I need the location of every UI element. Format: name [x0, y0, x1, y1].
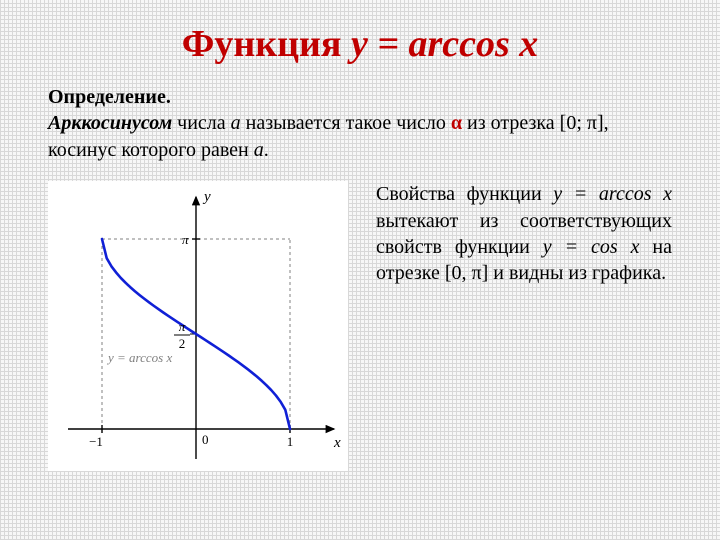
props-t1: Свойства функции — [376, 183, 553, 205]
def-t3: из отрезка [0; — [462, 112, 587, 134]
props-t4: ] и видны из графика. — [482, 262, 666, 284]
svg-text:π: π — [182, 232, 189, 247]
content-row: y x 0 −1 1 π π 2 y = arccos x Свойства функции y… — [0, 163, 720, 471]
chart-svg: y x 0 −1 1 π π 2 y = arccos x — [48, 181, 348, 471]
arccos-chart: y x 0 −1 1 π π 2 y = arccos x — [48, 181, 348, 471]
properties-text: Свойства функции y = arccos x вытекают и… — [376, 181, 672, 471]
def-a2: a — [254, 139, 264, 161]
svg-text:1: 1 — [287, 434, 294, 449]
svg-text:x: x — [333, 435, 341, 451]
svg-text:2: 2 — [179, 336, 186, 351]
svg-text:y = arccos x: y = arccos x — [106, 350, 172, 365]
svg-text:−1: −1 — [89, 434, 103, 449]
def-t4: ], — [597, 112, 609, 134]
def-t6: . — [264, 139, 269, 161]
page-title: Функция y = arccos x — [0, 0, 720, 66]
props-pi: π — [472, 262, 482, 284]
def-arccos-word: Арккосинусом — [48, 112, 172, 134]
props-f2: y = cos x — [543, 236, 640, 258]
def-t5: косинус которого равен — [48, 139, 254, 161]
def-t1: числа — [172, 112, 231, 134]
svg-text:y: y — [202, 189, 211, 205]
svg-text:0: 0 — [202, 432, 209, 447]
def-t2: называется такое число — [241, 112, 451, 134]
title-formula: y = arccos x — [351, 23, 538, 65]
def-pi: π — [587, 112, 597, 134]
props-f1: y = arccos x — [553, 183, 672, 205]
def-alpha: α — [451, 112, 462, 134]
def-a1: a — [231, 112, 241, 134]
definition-block: Определение. Арккосинусом числа a называ… — [0, 66, 720, 163]
title-prefix: Функция — [182, 23, 351, 65]
definition-heading: Определение. — [48, 86, 171, 108]
svg-text:π: π — [179, 319, 186, 334]
